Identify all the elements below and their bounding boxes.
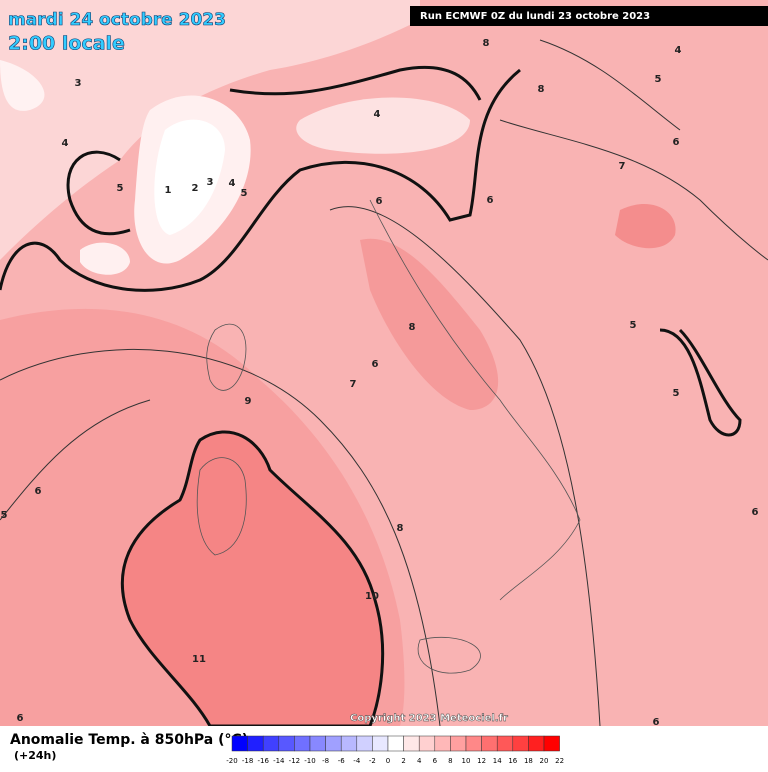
contour-label: 6: [653, 717, 660, 728]
contour-label: 6: [17, 713, 24, 724]
colorbar-label: 6: [433, 757, 438, 765]
colorbar-label: 22: [555, 757, 564, 765]
date-title: mardi 24 octobre 2023: [8, 10, 226, 30]
contour-label: 6: [487, 195, 494, 206]
colorbar-swatch: [372, 735, 389, 752]
colorbar-swatch: [543, 735, 560, 752]
contour-thick: [229, 65, 482, 101]
contour-label: 3: [75, 78, 82, 89]
contour-label: 6: [673, 137, 680, 148]
contour-label: 8: [409, 322, 416, 333]
colorbar-swatch: [512, 735, 529, 752]
colorbar-label: 18: [524, 757, 533, 765]
copyright: Copyright 2023 Meteociel.fr: [350, 713, 508, 724]
colorbar-label: -20: [226, 757, 237, 765]
colorbar-swatch: [434, 735, 451, 752]
colorbar-label: 8: [448, 757, 452, 765]
cold-core: [154, 119, 225, 235]
contour-thick: [659, 328, 742, 437]
cool-zone: [80, 242, 130, 275]
colorbar-label: 12: [477, 757, 486, 765]
colorbar-label: 14: [493, 757, 502, 765]
contour-label: 8: [538, 84, 545, 95]
colorbar-swatch: [465, 735, 482, 752]
contour-label: 6: [35, 486, 42, 497]
colorbar-swatch: [450, 735, 467, 752]
colorbar-label: -16: [257, 757, 269, 765]
contour-label: 5: [630, 320, 637, 331]
colorbar-swatch: [325, 735, 342, 752]
lead-label: (+24h): [14, 749, 56, 762]
colorbar-label: -12: [289, 757, 300, 765]
contour-label: 4: [374, 109, 381, 120]
contour-label: 4: [229, 178, 236, 189]
contour-label: 4: [675, 45, 682, 56]
contour-label: 11: [192, 654, 206, 665]
variable-label: Anomalie Temp. à 850hPa (°C): [10, 732, 248, 748]
colorbar-swatch: [496, 735, 514, 752]
contour-label: 3: [207, 177, 214, 188]
colorbar-swatch: [231, 735, 248, 752]
colorbar-swatch: [309, 735, 326, 752]
colorbar-label: 0: [386, 757, 390, 765]
colorbar-label: 10: [462, 757, 471, 765]
contour-thick: [0, 68, 521, 292]
contour-label: 7: [350, 379, 357, 390]
colorbar-label: -8: [322, 757, 329, 765]
colorbar-label: 16: [508, 757, 517, 765]
contour-label: 6: [752, 507, 759, 518]
colorbar-swatch: [294, 735, 311, 752]
coastlines: [196, 199, 581, 674]
contour-label: 4: [62, 138, 69, 149]
contour-label: 5: [117, 183, 124, 194]
colorbar-swatch: [528, 735, 545, 752]
colorbar-swatch: [418, 735, 436, 752]
contour-label: 1: [165, 185, 172, 196]
warm-zone: [615, 204, 676, 249]
colorbar-label: -18: [242, 757, 253, 765]
colorbar-swatch: [481, 735, 498, 752]
colorbar-swatch: [278, 735, 295, 752]
contour-label: 5: [673, 388, 680, 399]
contour-label: 6: [372, 359, 379, 370]
warm-zone: [360, 238, 499, 410]
contours: [0, 39, 768, 727]
contour-thick: [66, 150, 131, 236]
contour-label: 5: [1, 510, 8, 521]
contour-label: 8: [483, 38, 490, 49]
contour-label: 10: [365, 591, 379, 602]
colorbar-swatch: [340, 735, 358, 752]
colorbar-label: -6: [338, 757, 346, 765]
contour-label: 8: [397, 523, 404, 534]
cool-zone: [0, 0, 420, 260]
warm-core: [120, 430, 385, 728]
colorbar-label: 4: [417, 757, 422, 765]
colorbar-label: -4: [353, 757, 361, 765]
colorbar-label: 20: [540, 757, 549, 765]
colorbar-swatch: [387, 735, 404, 752]
colorbar-swatch: [262, 735, 280, 752]
colorbar-label: -14: [273, 757, 285, 765]
contour-label: 9: [245, 396, 252, 407]
contour-label: 6: [376, 196, 383, 207]
colorbar: -20 -18 -16 -14 -12 -10 -8 -6 -4 -2 0 2 4 6 8 10 12 14 16 1…: [226, 735, 564, 765]
cool-zone: [0, 60, 45, 111]
run-banner: [410, 6, 768, 26]
colorbar-label: -2: [369, 757, 376, 765]
contour-label: 2: [192, 183, 199, 194]
colorbar-label: 2: [401, 757, 405, 765]
contour-label: 5: [241, 188, 248, 199]
contour-label: 7: [619, 161, 626, 172]
colorbar-swatch: [403, 735, 420, 752]
cool-zone: [296, 97, 470, 154]
contour-label: 5: [655, 74, 662, 85]
colorbar-swatch: [247, 735, 264, 752]
colorbar-label: -10: [304, 757, 315, 765]
run-info: Run ECMWF 0Z du lundi 23 octobre 2023: [420, 11, 650, 22]
time-title: 2:00 locale: [8, 33, 125, 55]
colorbar-swatch: [356, 735, 373, 752]
